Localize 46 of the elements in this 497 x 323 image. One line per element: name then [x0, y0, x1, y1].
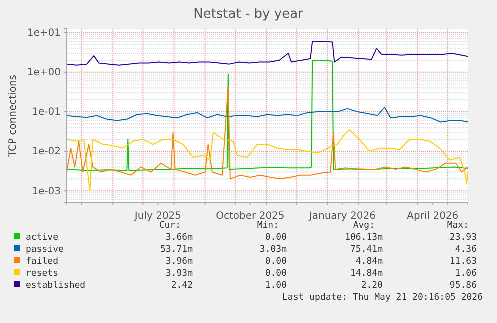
text: 0.00: [265, 269, 287, 279]
text: 1.06: [455, 269, 477, 279]
x-tick-label: January 2026: [308, 211, 376, 222]
text: Avg:: [353, 221, 375, 231]
text: 11.63: [450, 257, 477, 267]
y-tick-label: 1e+00: [27, 68, 61, 79]
legend-label: failed: [26, 257, 59, 267]
text: 106.13m: [345, 233, 383, 243]
text: 0.00: [265, 257, 287, 267]
text: 14.84m: [350, 269, 383, 279]
text: Last update: Thu May 21 20:16:05 2026: [282, 293, 483, 303]
text: 3.03m: [260, 245, 287, 255]
legend-label: established: [26, 281, 86, 291]
text: 0.00: [265, 233, 287, 243]
line-series: [66, 41, 468, 66]
line-series: [66, 130, 468, 192]
line-series: [66, 60, 468, 172]
x-tick-label: July 2025: [134, 211, 182, 222]
text: 4.36: [455, 245, 477, 255]
legend-label: passive: [26, 245, 64, 255]
text: 2.20: [361, 281, 383, 291]
text: Max:: [447, 221, 469, 231]
y-axis-title: TCP connections: [8, 74, 19, 158]
text: 53.71m: [160, 245, 193, 255]
text: 3.66m: [166, 233, 193, 243]
text: 1.00: [265, 281, 287, 291]
text: 3.96m: [166, 257, 193, 267]
text: 3.93m: [166, 269, 193, 279]
chart-title: Netstat - by year: [194, 7, 304, 22]
y-tick-label: 1e-01: [32, 107, 61, 118]
text: 75.41m: [350, 245, 383, 255]
legend-label: resets: [26, 269, 59, 279]
legend-label: active: [26, 233, 59, 243]
y-tick-label: 1e-03: [32, 186, 61, 198]
text: 4.84m: [356, 257, 383, 267]
y-tick-label: 1e-02: [32, 146, 61, 158]
text: Min:: [257, 221, 279, 231]
line-series: [66, 86, 468, 180]
text: 95.86: [450, 281, 477, 291]
x-tick-label: April 2026: [407, 211, 459, 222]
text: 2.42: [171, 281, 193, 291]
text: Cur:: [159, 221, 181, 231]
y-tick-label: 1e+01: [27, 28, 61, 40]
x-tick-label: October 2025: [216, 211, 285, 222]
line-series: [66, 106, 468, 123]
text: 23.93: [450, 233, 477, 243]
